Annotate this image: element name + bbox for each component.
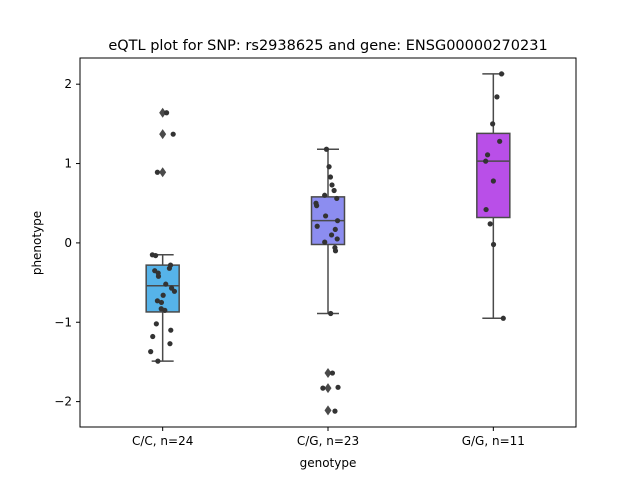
data-point [498,71,505,77]
data-point [494,94,500,100]
data-point [322,213,329,219]
data-point [168,327,174,333]
data-point [167,262,174,268]
data-point [497,138,503,144]
data-point [154,169,161,175]
x-tick-label: G/G, n=11 [462,434,525,448]
data-point [155,273,162,279]
data-point [483,206,489,213]
y-tick-label: 0 [64,236,72,250]
data-point [154,298,161,304]
data-point [326,164,332,170]
data-point [329,182,335,188]
data-point [334,236,340,242]
iqr-box [145,264,180,313]
x-tick-label: C/C, n=24 [132,434,193,448]
data-point [334,195,340,202]
data-point [490,241,497,248]
data-point [332,226,338,233]
outlier-marker [159,129,167,140]
data-point [323,146,330,152]
chart-title: eQTL plot for SNP: rs2938625 and gene: E… [108,38,547,54]
data-point [334,218,341,224]
box-group [145,107,180,364]
data-point [158,299,165,306]
data-point [329,370,336,376]
data-point [335,384,341,390]
data-point [500,315,506,321]
data-point [153,321,159,327]
axis-ticks: C/C, n=24 C/G, n=23 G/G, n=11 −2 −1 0 1 2 [54,77,525,448]
data-point [322,192,328,198]
outlier-marker [324,383,332,394]
data-point [155,358,161,364]
data-point [328,232,335,238]
data-point [148,349,154,355]
box-group [310,146,346,416]
data-point [483,158,489,164]
data-point [490,121,496,127]
data-point [160,292,166,298]
data-point [332,408,338,414]
data-point [163,281,169,287]
data-point [487,221,493,227]
data-point [170,131,176,137]
outlier-marker [324,405,332,416]
y-tick-label: 2 [64,77,72,91]
plot-area [145,71,511,416]
data-point [167,341,173,347]
iqr-box [476,132,511,219]
data-point [327,174,334,180]
outlier-marker [159,107,167,118]
y-tick-label: −1 [54,315,72,329]
y-tick-label: −2 [54,395,72,409]
data-point [150,333,156,340]
data-point [322,239,328,245]
data-point [332,248,339,254]
data-point [328,310,334,317]
y-axis-label: phenotype [30,211,44,275]
data-point [320,385,326,391]
data-point [314,203,320,209]
x-axis-label: genotype [300,456,357,470]
data-point [314,223,320,229]
x-tick-label: C/G, n=23 [297,434,359,448]
outlier-marker [159,167,167,178]
data-point [163,110,170,116]
data-point [490,178,496,184]
box-group [476,71,511,321]
outlier-marker [324,368,332,379]
y-tick-label: 1 [64,157,72,171]
data-point [162,307,168,313]
data-point [171,288,178,294]
data-point [153,252,159,259]
data-point [484,152,491,158]
data-point [331,187,337,194]
